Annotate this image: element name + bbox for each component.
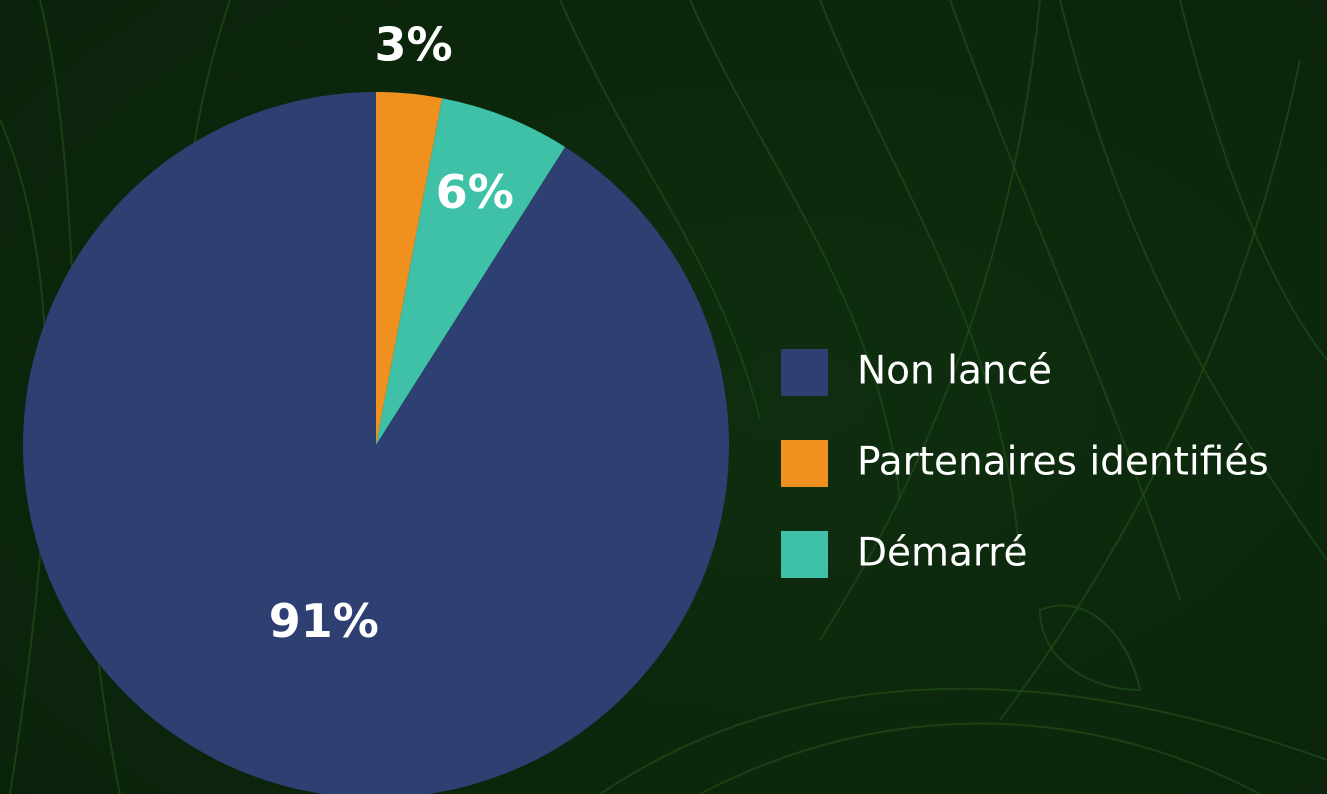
legend-label: Démarré [857,531,1027,576]
pie [23,92,729,794]
legend-label: Partenaires identifiés [857,440,1269,485]
legend-label: Non lancé [857,349,1052,394]
legend-swatch [781,531,828,578]
pie-slice [23,92,729,794]
legend: Non lancé Partenaires identifiés Démarré [781,349,1269,578]
pie-slice [376,92,443,445]
legend-swatch [781,440,828,487]
data-label: 6% [436,165,514,219]
pie-slice [376,98,566,446]
data-label: 91% [269,594,379,648]
data-label: 3% [374,17,452,71]
legend-swatch [781,349,828,396]
data-labels: 3% 6% 91% [269,17,514,648]
